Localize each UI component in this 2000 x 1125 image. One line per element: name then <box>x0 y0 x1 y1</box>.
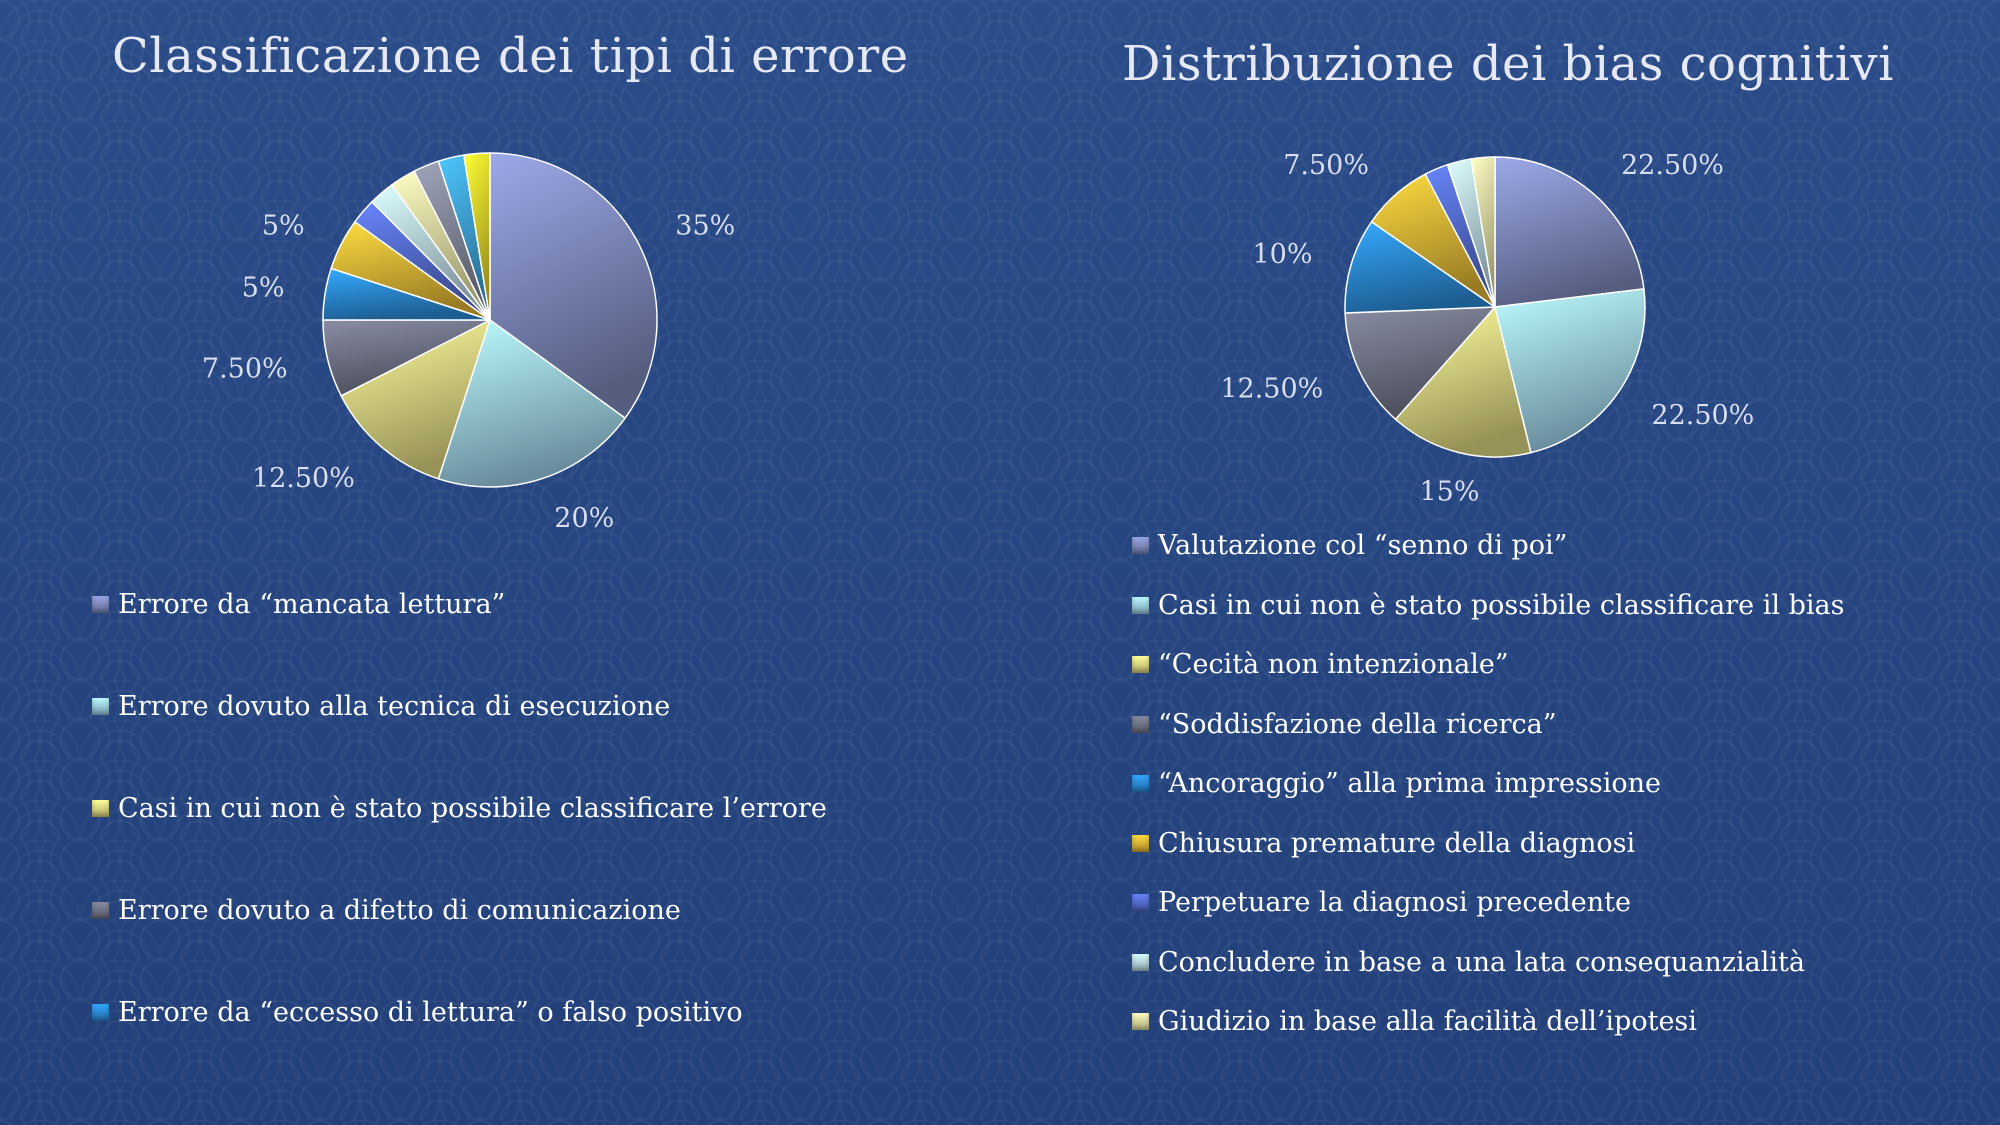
legend-swatch <box>92 901 109 919</box>
chart-title-errori: Classificazione dei tipi di errore <box>112 28 909 84</box>
pie-data-label: 12.50% <box>1220 374 1323 405</box>
legend-entry: Perpetuare la diagnosi precedente <box>1132 873 1844 933</box>
legend-errori: Errore da “mancata lettura” Errore dovuto… <box>92 553 827 1063</box>
legend-entry: Errore da “eccesso di lettura” o falso p… <box>92 961 827 1063</box>
pie-slice <box>489 152 658 420</box>
legend-entry: “Cecità non intenzionale” <box>1132 635 1844 695</box>
chart-title-bias: Distribuzione dei bias cognitivi <box>1122 36 1895 92</box>
pie-slice <box>1344 220 1498 314</box>
legend-label: Casi in cui non è stato possibile classi… <box>118 792 827 824</box>
legend-entry: Giudizio in base alla facilità dell’ipot… <box>1132 992 1844 1052</box>
legend-entry: Errore dovuto a difetto di comunicazione <box>92 859 827 961</box>
legend-label: Perpetuare la diagnosi precedente <box>1158 887 1631 919</box>
pie-slice <box>437 318 627 488</box>
legend-entry: Errore dovuto alla tecnica di esecuzione <box>92 655 827 757</box>
pie-slice <box>1494 156 1645 308</box>
legend-label: “Ancoraggio” alla prima impressione <box>1158 768 1661 800</box>
legend-bias: Valutazione col “senno di poi” Casi in cu… <box>1132 516 1844 1052</box>
legend-entry: Errore da “mancata lettura” <box>92 553 827 655</box>
legend-swatch <box>92 595 109 613</box>
legend-swatch <box>1132 537 1149 555</box>
legend-label: “Soddisfazione della ricerca” <box>1158 708 1557 740</box>
legend-swatch <box>1132 894 1149 912</box>
legend-label: Chiusura premature della diagnosi <box>1158 827 1636 859</box>
legend-swatch <box>1132 834 1149 852</box>
legend-label: Giudizio in base alla facilità dell’ipot… <box>1158 1006 1697 1038</box>
legend-swatch <box>1132 775 1149 793</box>
pie-slice <box>340 318 492 480</box>
pie-data-label: 7.50% <box>1283 150 1369 181</box>
legend-entry: Casi in cui non è stato possibile classi… <box>92 757 827 859</box>
pie-data-label: 5% <box>242 273 285 304</box>
legend-label: Casi in cui non è stato possibile classi… <box>1158 589 1845 621</box>
pie-data-label: 7.50% <box>202 354 288 385</box>
pie-data-label: 12.50% <box>252 463 355 494</box>
legend-label: Valutazione col “senno di poi” <box>1158 530 1568 562</box>
legend-label: Concludere in base a una lata consequanz… <box>1158 946 1805 978</box>
legend-swatch <box>92 1003 109 1021</box>
legend-swatch <box>1132 715 1149 733</box>
legend-entry: “Ancoraggio” alla prima impressione <box>1132 754 1844 814</box>
pie-slice <box>1494 288 1646 454</box>
pie-data-label: 35% <box>675 211 735 242</box>
pie-slice <box>1394 305 1532 458</box>
pie-data-label: 20% <box>554 503 614 534</box>
legend-label: Errore dovuto alla tecnica di esecuzione <box>118 690 671 722</box>
pie-slice <box>1344 306 1497 421</box>
legend-label: Errore da “eccesso di lettura” o falso p… <box>118 996 743 1028</box>
pie-data-label: 5% <box>262 211 305 242</box>
pie-data-label: 15% <box>1419 477 1479 508</box>
pie-data-label: 22.50% <box>1621 150 1724 181</box>
pie-slice <box>1470 156 1496 308</box>
legend-swatch <box>1132 596 1149 614</box>
legend-label: Errore dovuto a difetto di comunicazione <box>118 894 681 926</box>
pie-data-label: 10% <box>1252 239 1312 270</box>
legend-label: “Cecità non intenzionale” <box>1158 649 1509 681</box>
legend-swatch <box>92 697 109 715</box>
legend-swatch <box>1132 1013 1149 1031</box>
pie-data-label: 22.50% <box>1651 400 1754 431</box>
legend-entry: Valutazione col “senno di poi” <box>1132 516 1844 576</box>
legend-label: Errore da “mancata lettura” <box>118 588 506 620</box>
legend-swatch <box>92 799 109 817</box>
legend-entry: Casi in cui non è stato possibile classi… <box>1132 576 1844 636</box>
pie-slice <box>463 152 491 321</box>
legend-entry: Chiusura premature della diagnosi <box>1132 814 1844 874</box>
legend-swatch <box>1132 656 1149 674</box>
legend-entry: Concludere in base a una lata consequanz… <box>1132 933 1844 993</box>
legend-swatch <box>1132 953 1149 971</box>
legend-entry: “Soddisfazione della ricerca” <box>1132 695 1844 755</box>
